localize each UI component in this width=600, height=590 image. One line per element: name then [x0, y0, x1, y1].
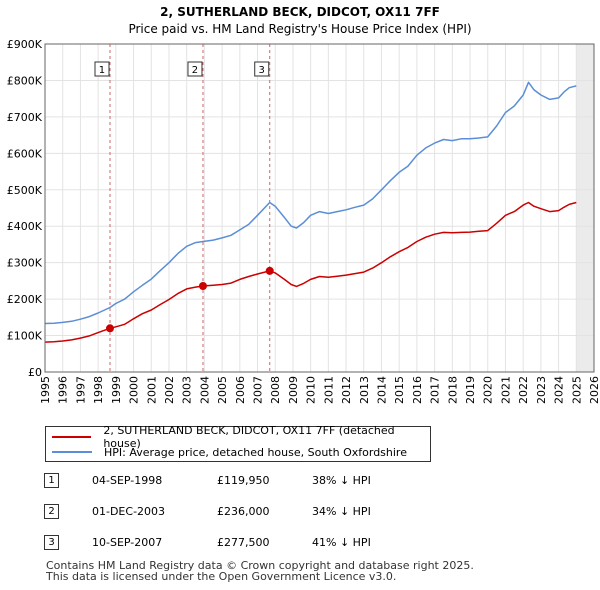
sale-marker-label: 1: [99, 65, 105, 76]
footer-line-2: This data is licensed under the Open Gov…: [46, 570, 397, 583]
x-tick-label: 2005: [216, 376, 229, 404]
x-tick-label: 2013: [358, 376, 371, 404]
sale-hpi-diff: 34% ↓ HPI: [312, 505, 371, 518]
sale-hpi-diff: 41% ↓ HPI: [312, 536, 371, 549]
x-tick-label: 1997: [74, 376, 87, 404]
x-tick-label: 2001: [145, 376, 158, 404]
sale-price: £236,000: [217, 505, 270, 518]
sale-number-badge: 2: [44, 504, 59, 519]
sale-point: [198, 281, 207, 290]
x-tick-label: 2015: [393, 376, 406, 404]
x-tick-label: 2006: [234, 376, 247, 404]
x-tick-label: 2007: [252, 376, 265, 404]
x-tick-label: 2025: [570, 376, 583, 404]
x-tick-label: 2009: [287, 376, 300, 404]
legend-swatch-blue: [52, 451, 92, 453]
sale-point: [105, 324, 114, 333]
sale-date: 04-SEP-1998: [92, 474, 163, 487]
price-chart: 2, SUTHERLAND BECK, DIDCOT, OX11 7FF Pri…: [7, 5, 600, 404]
chart-title: 2, SUTHERLAND BECK, DIDCOT, OX11 7FF: [160, 5, 440, 19]
x-tick-label: 1998: [92, 376, 105, 404]
x-tick-label: 1995: [39, 376, 52, 404]
x-tick-label: 2021: [499, 376, 512, 404]
x-tick-label: 2019: [464, 376, 477, 404]
future-shade: [576, 44, 594, 372]
sale-marker-box: [94, 61, 110, 77]
table-row: 3 10-SEP-2007 £277,500 41% ↓ HPI: [40, 534, 460, 565]
y-tick-label: £800K: [7, 74, 43, 87]
y-tick-label: £100K: [7, 330, 43, 343]
x-tick-label: 2018: [446, 376, 459, 404]
x-tick-label: 2023: [535, 376, 548, 404]
legend-item-price-paid: 2, SUTHERLAND BECK, DIDCOT, OX11 7FF (de…: [52, 424, 430, 450]
x-tick-label: 2000: [128, 376, 141, 404]
sale-point: [265, 266, 274, 275]
sale-hpi-diff: 38% ↓ HPI: [312, 474, 371, 487]
y-tick-label: £600K: [7, 147, 43, 160]
sale-date: 01-DEC-2003: [92, 505, 166, 518]
table-row: 2 01-DEC-2003 £236,000 34% ↓ HPI: [40, 503, 460, 534]
sale-marker-box: [254, 61, 270, 77]
footer-attribution: Contains HM Land Registry data © Crown c…: [46, 560, 474, 582]
plot-frame: [44, 43, 595, 373]
x-tick-label: 2022: [517, 376, 530, 404]
y-tick-label: £0: [28, 366, 42, 379]
sale-number-badge: 1: [44, 473, 59, 488]
legend-label: 2, SUTHERLAND BECK, DIDCOT, OX11 7FF (de…: [103, 424, 395, 450]
legend-swatch-red: [52, 436, 92, 438]
legend-label: HPI: Average price, detached house, Sout…: [104, 445, 407, 459]
sale-number-badge: 3: [44, 535, 59, 550]
x-tick-label: 2002: [163, 376, 176, 404]
sale-date: 10-SEP-2007: [92, 536, 163, 549]
y-tick-label: £500K: [7, 184, 43, 197]
y-tick-label: £200K: [7, 293, 43, 306]
x-tick-label: 2014: [375, 376, 388, 404]
x-tick-label: 2026: [588, 376, 600, 404]
series-line-price_paid: [44, 201, 577, 343]
x-tick-label: 2004: [198, 376, 211, 404]
x-tick-label: 1996: [57, 376, 70, 404]
x-tick-label: 2011: [322, 376, 335, 404]
sale-marker-box: [187, 61, 203, 77]
series-line-hpi: [44, 81, 577, 325]
footer-line-1: Contains HM Land Registry data © Crown c…: [46, 559, 474, 572]
y-tick-label: £300K: [7, 257, 43, 270]
legend: 2, SUTHERLAND BECK, DIDCOT, OX11 7FF (de…: [45, 424, 431, 462]
x-tick-label: 2012: [340, 376, 353, 404]
x-tick-label: 2017: [429, 376, 442, 404]
x-tick-label: 2016: [411, 376, 424, 404]
x-tick-label: 2024: [553, 376, 566, 404]
plot-area: 1 2 3 £0 £100K £200K £300K £400K £500K £600K £700K…: [7, 38, 600, 404]
sales-table: 1 04-SEP-1998 £119,950 38% ↓ HPI 2 01-DE…: [40, 472, 460, 565]
x-tick-label: 2020: [482, 376, 495, 404]
x-tick-label: 2008: [269, 376, 282, 404]
sale-marker-label: 3: [259, 65, 265, 76]
x-tick-label: 1999: [110, 376, 123, 404]
y-tick-label: £400K: [7, 220, 43, 233]
x-tick-label: 2003: [181, 376, 194, 404]
sale-marker-label: 2: [192, 65, 198, 76]
y-tick-label: £700K: [7, 111, 43, 124]
table-row: 1 04-SEP-1998 £119,950 38% ↓ HPI: [40, 472, 460, 503]
sale-price: £119,950: [217, 474, 270, 487]
chart-subtitle: Price paid vs. HM Land Registry's House …: [128, 22, 471, 36]
y-tick-label: £900K: [7, 38, 43, 51]
x-tick-label: 2010: [305, 376, 318, 404]
sale-price: £277,500: [217, 536, 270, 549]
legend-item-hpi: HPI: Average price, detached house, Sout…: [52, 445, 407, 459]
